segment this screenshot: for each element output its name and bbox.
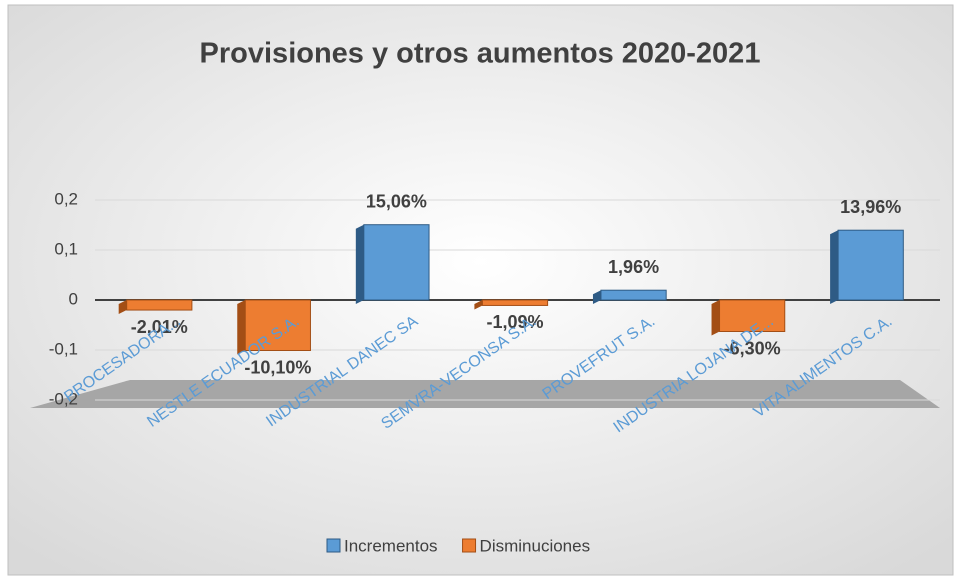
y-tick-label: -0,1 <box>49 339 78 358</box>
bar-side <box>355 224 364 304</box>
data-label: 1,96% <box>608 257 659 277</box>
y-tick-label: -0,2 <box>49 389 78 408</box>
bar-side <box>237 300 246 355</box>
bar <box>719 299 786 332</box>
legend-swatch <box>462 538 477 553</box>
bar-side <box>474 300 483 310</box>
chart-background <box>7 4 954 576</box>
data-label: -2,01% <box>131 317 188 337</box>
bar <box>244 299 311 351</box>
bar-side <box>711 300 720 336</box>
legend-label: Disminuciones <box>480 536 591 555</box>
y-tick-label: 0,2 <box>54 189 78 208</box>
data-label: -10,10% <box>244 357 311 377</box>
data-label: 15,06% <box>366 191 427 211</box>
bar-side <box>592 290 601 304</box>
y-tick-label: 0 <box>69 289 78 308</box>
bar <box>126 299 193 311</box>
bar <box>363 224 430 301</box>
data-label: -1,09% <box>486 312 543 332</box>
bar <box>481 299 549 306</box>
data-label: 13,96% <box>840 197 901 217</box>
chart-title: Provisiones y otros aumentos 2020-2021 <box>200 38 761 70</box>
floor <box>30 380 940 408</box>
legend-swatch <box>326 538 341 553</box>
bar <box>837 229 904 301</box>
y-tick-label: 0,1 <box>54 239 78 258</box>
legend-label: Incrementos <box>344 536 438 555</box>
bar <box>600 289 667 301</box>
bar-side <box>830 230 839 304</box>
bar-side <box>118 300 127 315</box>
data-label: -6,30% <box>724 338 781 358</box>
